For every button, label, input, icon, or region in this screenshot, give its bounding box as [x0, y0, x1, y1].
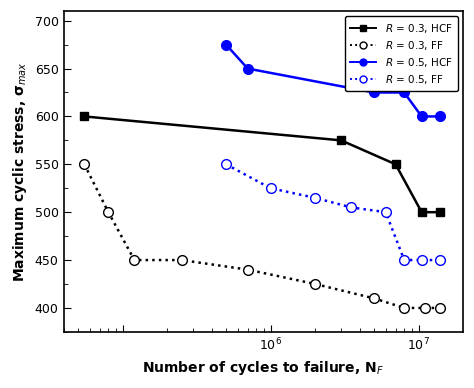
R = 0.3, HCF	[419, 210, 425, 215]
R = 0.5, HCF	[371, 90, 377, 95]
R = 0.5, FF	[223, 162, 229, 166]
Y-axis label: Maximum cyclic stress, σ$_{max}$: Maximum cyclic stress, σ$_{max}$	[11, 61, 29, 282]
R = 0.3, FF	[371, 296, 377, 301]
R = 0.5, FF	[419, 258, 425, 262]
R = 0.5, HCF	[401, 90, 407, 95]
R = 0.5, FF	[438, 258, 443, 262]
X-axis label: Number of cycles to failure, N$_F$: Number of cycles to failure, N$_F$	[142, 359, 384, 377]
R = 0.3, FF	[401, 306, 407, 310]
R = 0.3, FF	[82, 162, 87, 166]
R = 0.3, FF	[438, 306, 443, 310]
Legend: $R$ = 0.3, HCF, $R$ = 0.3, FF, $R$ = 0.5, HCF, $R$ = 0.5, FF: $R$ = 0.3, HCF, $R$ = 0.3, FF, $R$ = 0.5…	[345, 16, 458, 91]
R = 0.5, HCF	[438, 114, 443, 119]
R = 0.3, FF	[422, 306, 428, 310]
R = 0.5, FF	[401, 258, 407, 262]
Line: R = 0.3, HCF: R = 0.3, HCF	[80, 112, 444, 217]
R = 0.3, FF	[132, 258, 137, 262]
R = 0.5, FF	[312, 196, 318, 200]
R = 0.3, HCF	[338, 138, 344, 143]
Line: R = 0.5, HCF: R = 0.5, HCF	[221, 40, 445, 121]
R = 0.5, FF	[383, 210, 389, 215]
Line: R = 0.5, FF: R = 0.5, FF	[221, 159, 445, 265]
R = 0.3, HCF	[438, 210, 443, 215]
R = 0.5, HCF	[245, 66, 251, 71]
Line: R = 0.3, FF: R = 0.3, FF	[80, 159, 445, 313]
R = 0.5, HCF	[223, 42, 229, 47]
R = 0.3, FF	[179, 258, 184, 262]
R = 0.3, FF	[245, 267, 251, 272]
R = 0.5, HCF	[419, 114, 425, 119]
R = 0.3, HCF	[82, 114, 87, 119]
R = 0.5, FF	[268, 186, 273, 191]
R = 0.3, FF	[106, 210, 111, 215]
R = 0.3, HCF	[393, 162, 399, 166]
R = 0.3, FF	[312, 282, 318, 286]
R = 0.5, FF	[348, 205, 354, 210]
